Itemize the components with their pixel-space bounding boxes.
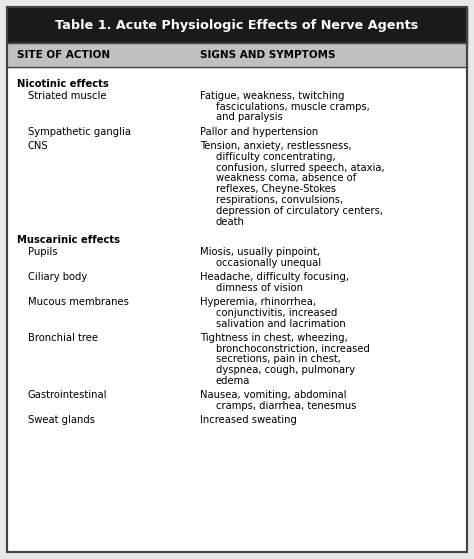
Text: Striated muscle: Striated muscle <box>28 91 107 101</box>
Text: dimness of vision: dimness of vision <box>216 283 303 292</box>
Text: bronchoconstriction, increased: bronchoconstriction, increased <box>216 344 370 354</box>
Text: Hyperemia, rhinorrhea,: Hyperemia, rhinorrhea, <box>200 297 316 307</box>
Text: Tightness in chest, wheezing,: Tightness in chest, wheezing, <box>200 333 348 343</box>
Text: Gastrointestinal: Gastrointestinal <box>28 390 108 400</box>
Text: confusion, slurred speech, ataxia,: confusion, slurred speech, ataxia, <box>216 163 384 173</box>
Text: weakness coma, absence of: weakness coma, absence of <box>216 173 356 183</box>
Text: SIGNS AND SYMPTOMS: SIGNS AND SYMPTOMS <box>200 50 336 60</box>
Text: salivation and lacrimation: salivation and lacrimation <box>216 319 346 329</box>
Text: Miosis, usually pinpoint,: Miosis, usually pinpoint, <box>200 247 320 257</box>
Text: Table 1. Acute Physiologic Effects of Nerve Agents: Table 1. Acute Physiologic Effects of Ne… <box>55 18 419 31</box>
Text: SITE OF ACTION: SITE OF ACTION <box>17 50 110 60</box>
Text: Headache, difficulty focusing,: Headache, difficulty focusing, <box>200 272 349 282</box>
Text: depression of circulatory centers,: depression of circulatory centers, <box>216 206 383 216</box>
Text: Increased sweating: Increased sweating <box>200 415 297 425</box>
Text: Sympathetic ganglia: Sympathetic ganglia <box>28 127 131 137</box>
Text: Muscarinic effects: Muscarinic effects <box>17 235 120 245</box>
Text: death: death <box>216 216 245 226</box>
Text: reflexes, Cheyne-Stokes: reflexes, Cheyne-Stokes <box>216 184 336 194</box>
Bar <box>7 43 467 67</box>
Text: Tension, anxiety, restlessness,: Tension, anxiety, restlessness, <box>200 141 352 151</box>
Text: respirations, convulsions,: respirations, convulsions, <box>216 195 343 205</box>
Text: edema: edema <box>216 376 250 386</box>
Text: Nicotinic effects: Nicotinic effects <box>17 79 109 89</box>
Text: Sweat glands: Sweat glands <box>28 415 95 425</box>
Text: CNS: CNS <box>28 141 49 151</box>
Text: fasciculations, muscle cramps,: fasciculations, muscle cramps, <box>216 102 370 112</box>
Text: Ciliary body: Ciliary body <box>28 272 87 282</box>
Text: secretions, pain in chest,: secretions, pain in chest, <box>216 354 341 364</box>
Text: difficulty concentrating,: difficulty concentrating, <box>216 152 336 162</box>
Text: Mucous membranes: Mucous membranes <box>28 297 129 307</box>
Text: Pallor and hypertension: Pallor and hypertension <box>200 127 318 137</box>
Text: cramps, diarrhea, tenesmus: cramps, diarrhea, tenesmus <box>216 401 356 411</box>
Text: Nausea, vomiting, abdominal: Nausea, vomiting, abdominal <box>200 390 346 400</box>
Text: dyspnea, cough, pulmonary: dyspnea, cough, pulmonary <box>216 365 355 375</box>
Text: Bronchial tree: Bronchial tree <box>28 333 98 343</box>
Text: occasionally unequal: occasionally unequal <box>216 258 321 268</box>
Text: Fatigue, weakness, twitching: Fatigue, weakness, twitching <box>200 91 345 101</box>
Text: Pupils: Pupils <box>28 247 57 257</box>
Text: conjunctivitis, increased: conjunctivitis, increased <box>216 307 337 318</box>
Bar <box>7 7 467 43</box>
Text: and paralysis: and paralysis <box>216 112 283 122</box>
